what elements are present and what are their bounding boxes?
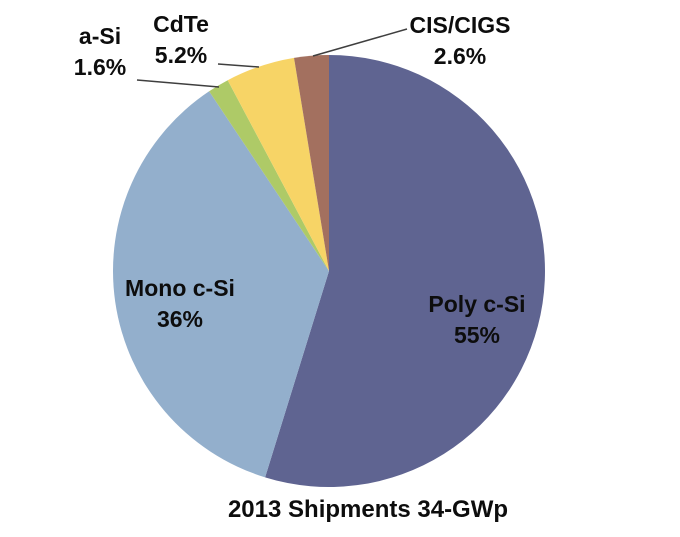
chart-title: 2013 Shipments 34-GWp — [227, 496, 509, 523]
pie-slices — [113, 54, 545, 487]
leader-lines — [136, 28, 408, 88]
slice-label-value: 2.6% — [433, 43, 487, 69]
leader-line-cis-cigs — [312, 28, 408, 57]
leader-line-cdte — [217, 63, 260, 68]
label-cdte: CdTe 5.2% — [153, 9, 209, 71]
label-poly-c-si: Poly c-Si 55% — [428, 289, 525, 351]
label-cis-cigs: CIS/CIGS 2.6% — [410, 10, 511, 72]
slice-label-value: 36% — [156, 306, 204, 332]
slice-label-name: Poly c-Si — [428, 291, 526, 317]
pie-slice-cis-cigs — [294, 54, 329, 271]
pie-slice-poly-c-si — [265, 55, 545, 487]
pie-slice-mono-c-si — [113, 91, 329, 478]
slice-label-name: a-Si — [78, 23, 122, 49]
leader-line-a-si — [136, 79, 220, 88]
label-a-si: a-Si 1.6% — [74, 21, 126, 83]
slice-label-value: 55% — [453, 322, 501, 348]
pie-slice-a-si — [209, 80, 329, 271]
label-mono-c-si: Mono c-Si 36% — [125, 273, 235, 335]
slice-label-value: 1.6% — [73, 54, 127, 80]
slice-label-name: CIS/CIGS — [409, 12, 511, 38]
slice-label-name: CdTe — [153, 11, 209, 37]
slice-label-value: 5.2% — [154, 42, 208, 68]
slice-label-name: Mono c-Si — [125, 275, 235, 301]
pie-slice-cdte — [227, 57, 329, 271]
